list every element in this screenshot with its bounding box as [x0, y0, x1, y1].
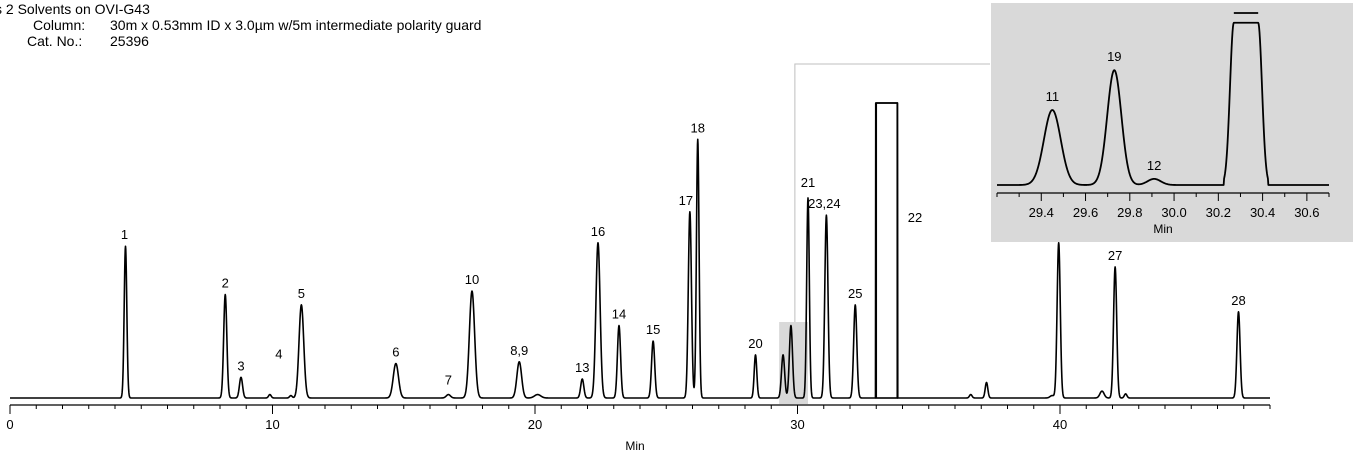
x-tick-label: 0 — [6, 417, 13, 432]
zoom-connector-line — [794, 63, 990, 322]
chart-title: s 2 Solvents on OVI-G43 — [0, 1, 150, 17]
peak-label-17: 17 — [679, 193, 693, 208]
peak-label-20: 20 — [748, 336, 762, 351]
inset-tick-label: 29.4 — [1029, 205, 1054, 220]
peak-label-15: 15 — [646, 322, 660, 337]
inset-peak-label-12: 12 — [1147, 158, 1161, 173]
x-axis-title: Min — [625, 439, 644, 453]
peak-label-1: 1 — [121, 227, 128, 242]
peak-label-22: 22 — [908, 210, 922, 225]
peak-label-25: 25 — [848, 286, 862, 301]
column-label: Column: — [33, 17, 86, 33]
peak-label-2: 2 — [222, 276, 229, 291]
offscale-peak-22 — [875, 102, 899, 399]
x-tick-label: 20 — [528, 417, 542, 432]
peak-label-7: 7 — [445, 373, 452, 388]
peak-label-21: 21 — [801, 175, 815, 190]
x-tick-label: 40 — [1053, 417, 1067, 432]
inset-tick-label: 30.6 — [1294, 205, 1319, 220]
inset-tick-label: 30.0 — [1161, 205, 1186, 220]
peak-label-5: 5 — [298, 286, 305, 301]
peak-label-13: 13 — [575, 360, 589, 375]
inset-panel — [991, 3, 1353, 242]
peak-label-16: 16 — [591, 224, 605, 239]
peak-label-4: 4 — [275, 347, 282, 362]
inset-tick-label: 29.6 — [1073, 205, 1098, 220]
peak-label-14: 14 — [612, 307, 626, 322]
inset-tick-label: 30.2 — [1206, 205, 1231, 220]
cat-value: 25396 — [110, 33, 149, 49]
peak-label-23-24: 23,24 — [808, 196, 841, 211]
column-value: 30m x 0.53mm ID x 3.0µm w/5m intermediat… — [110, 17, 482, 33]
peak-label-8-9: 8,9 — [510, 343, 528, 358]
peak-label-10: 10 — [465, 272, 479, 287]
inset-tick-label: 30.4 — [1250, 205, 1275, 220]
chromatogram-trace — [9, 102, 1271, 399]
x-tick-label: 30 — [790, 417, 804, 432]
inset-tick-label: 29.8 — [1117, 205, 1142, 220]
inset-peak-label-11: 11 — [1046, 89, 1060, 104]
peak-label-27: 27 — [1108, 248, 1122, 263]
inset-x-axis-title: Min — [1153, 222, 1172, 236]
inset-peak-label-19: 19 — [1107, 49, 1121, 64]
peak-label-3: 3 — [237, 358, 244, 373]
peak-label-18: 18 — [691, 120, 705, 135]
x-tick-label: 10 — [265, 417, 279, 432]
cat-label: Cat. No.: — [27, 33, 83, 49]
peak-label-6: 6 — [392, 345, 399, 360]
inset-trace — [996, 21, 1330, 186]
peak-label-28: 28 — [1231, 293, 1245, 308]
